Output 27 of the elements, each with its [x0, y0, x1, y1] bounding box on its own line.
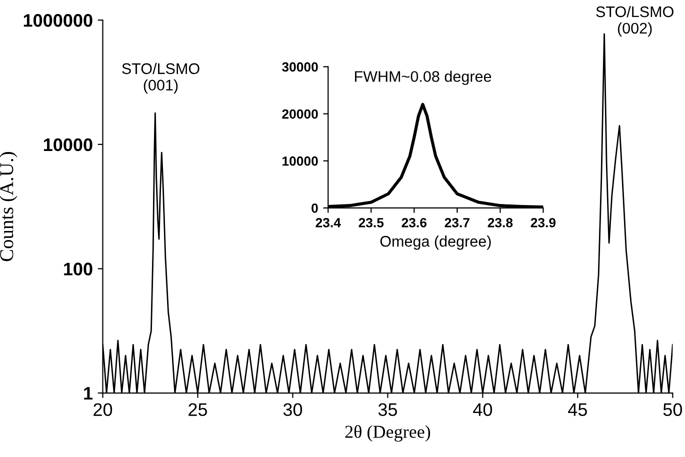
y-tick-label: 0 [312, 204, 318, 213]
x-tick-label: 35 [378, 403, 397, 416]
x-tick-label: 23.6 [402, 218, 427, 228]
x-tick-label: 23.5 [358, 218, 384, 228]
x-axis-title: 2θ (Degree) [345, 425, 430, 442]
annotation: FWHM~0.08 degree [355, 70, 492, 85]
x-tick-label: 40 [473, 403, 492, 416]
y-tick-label: 1000000 [24, 14, 92, 27]
x-tick-label: 25 [188, 403, 208, 416]
y-tick-label: 100 [64, 262, 92, 276]
y-tick-label: 10000 [282, 156, 318, 166]
x-tick-label: 23.8 [488, 218, 513, 228]
x-tick-label: 23.7 [444, 218, 470, 228]
y-tick-label: 20000 [282, 109, 318, 119]
y-tick-label: 10000 [44, 138, 92, 152]
annotation: STO/LSMO (002) [596, 6, 674, 37]
y-tick-label: 1 [84, 387, 93, 400]
y-tick-label: 30000 [282, 62, 318, 72]
x-tick-label: 23.9 [530, 218, 556, 228]
y-axis-title: Counts (A.U.) [0, 152, 18, 262]
x-axis-title: Omega (degree) [380, 236, 491, 250]
x-tick-label: 20 [94, 403, 112, 416]
x-tick-label: 45 [568, 403, 587, 416]
annotation: STO/LSMO (001) [122, 62, 200, 94]
x-tick-label: 30 [283, 403, 302, 416]
x-tick-label: 23.4 [316, 218, 341, 228]
x-tick-label: 50 [663, 403, 682, 416]
